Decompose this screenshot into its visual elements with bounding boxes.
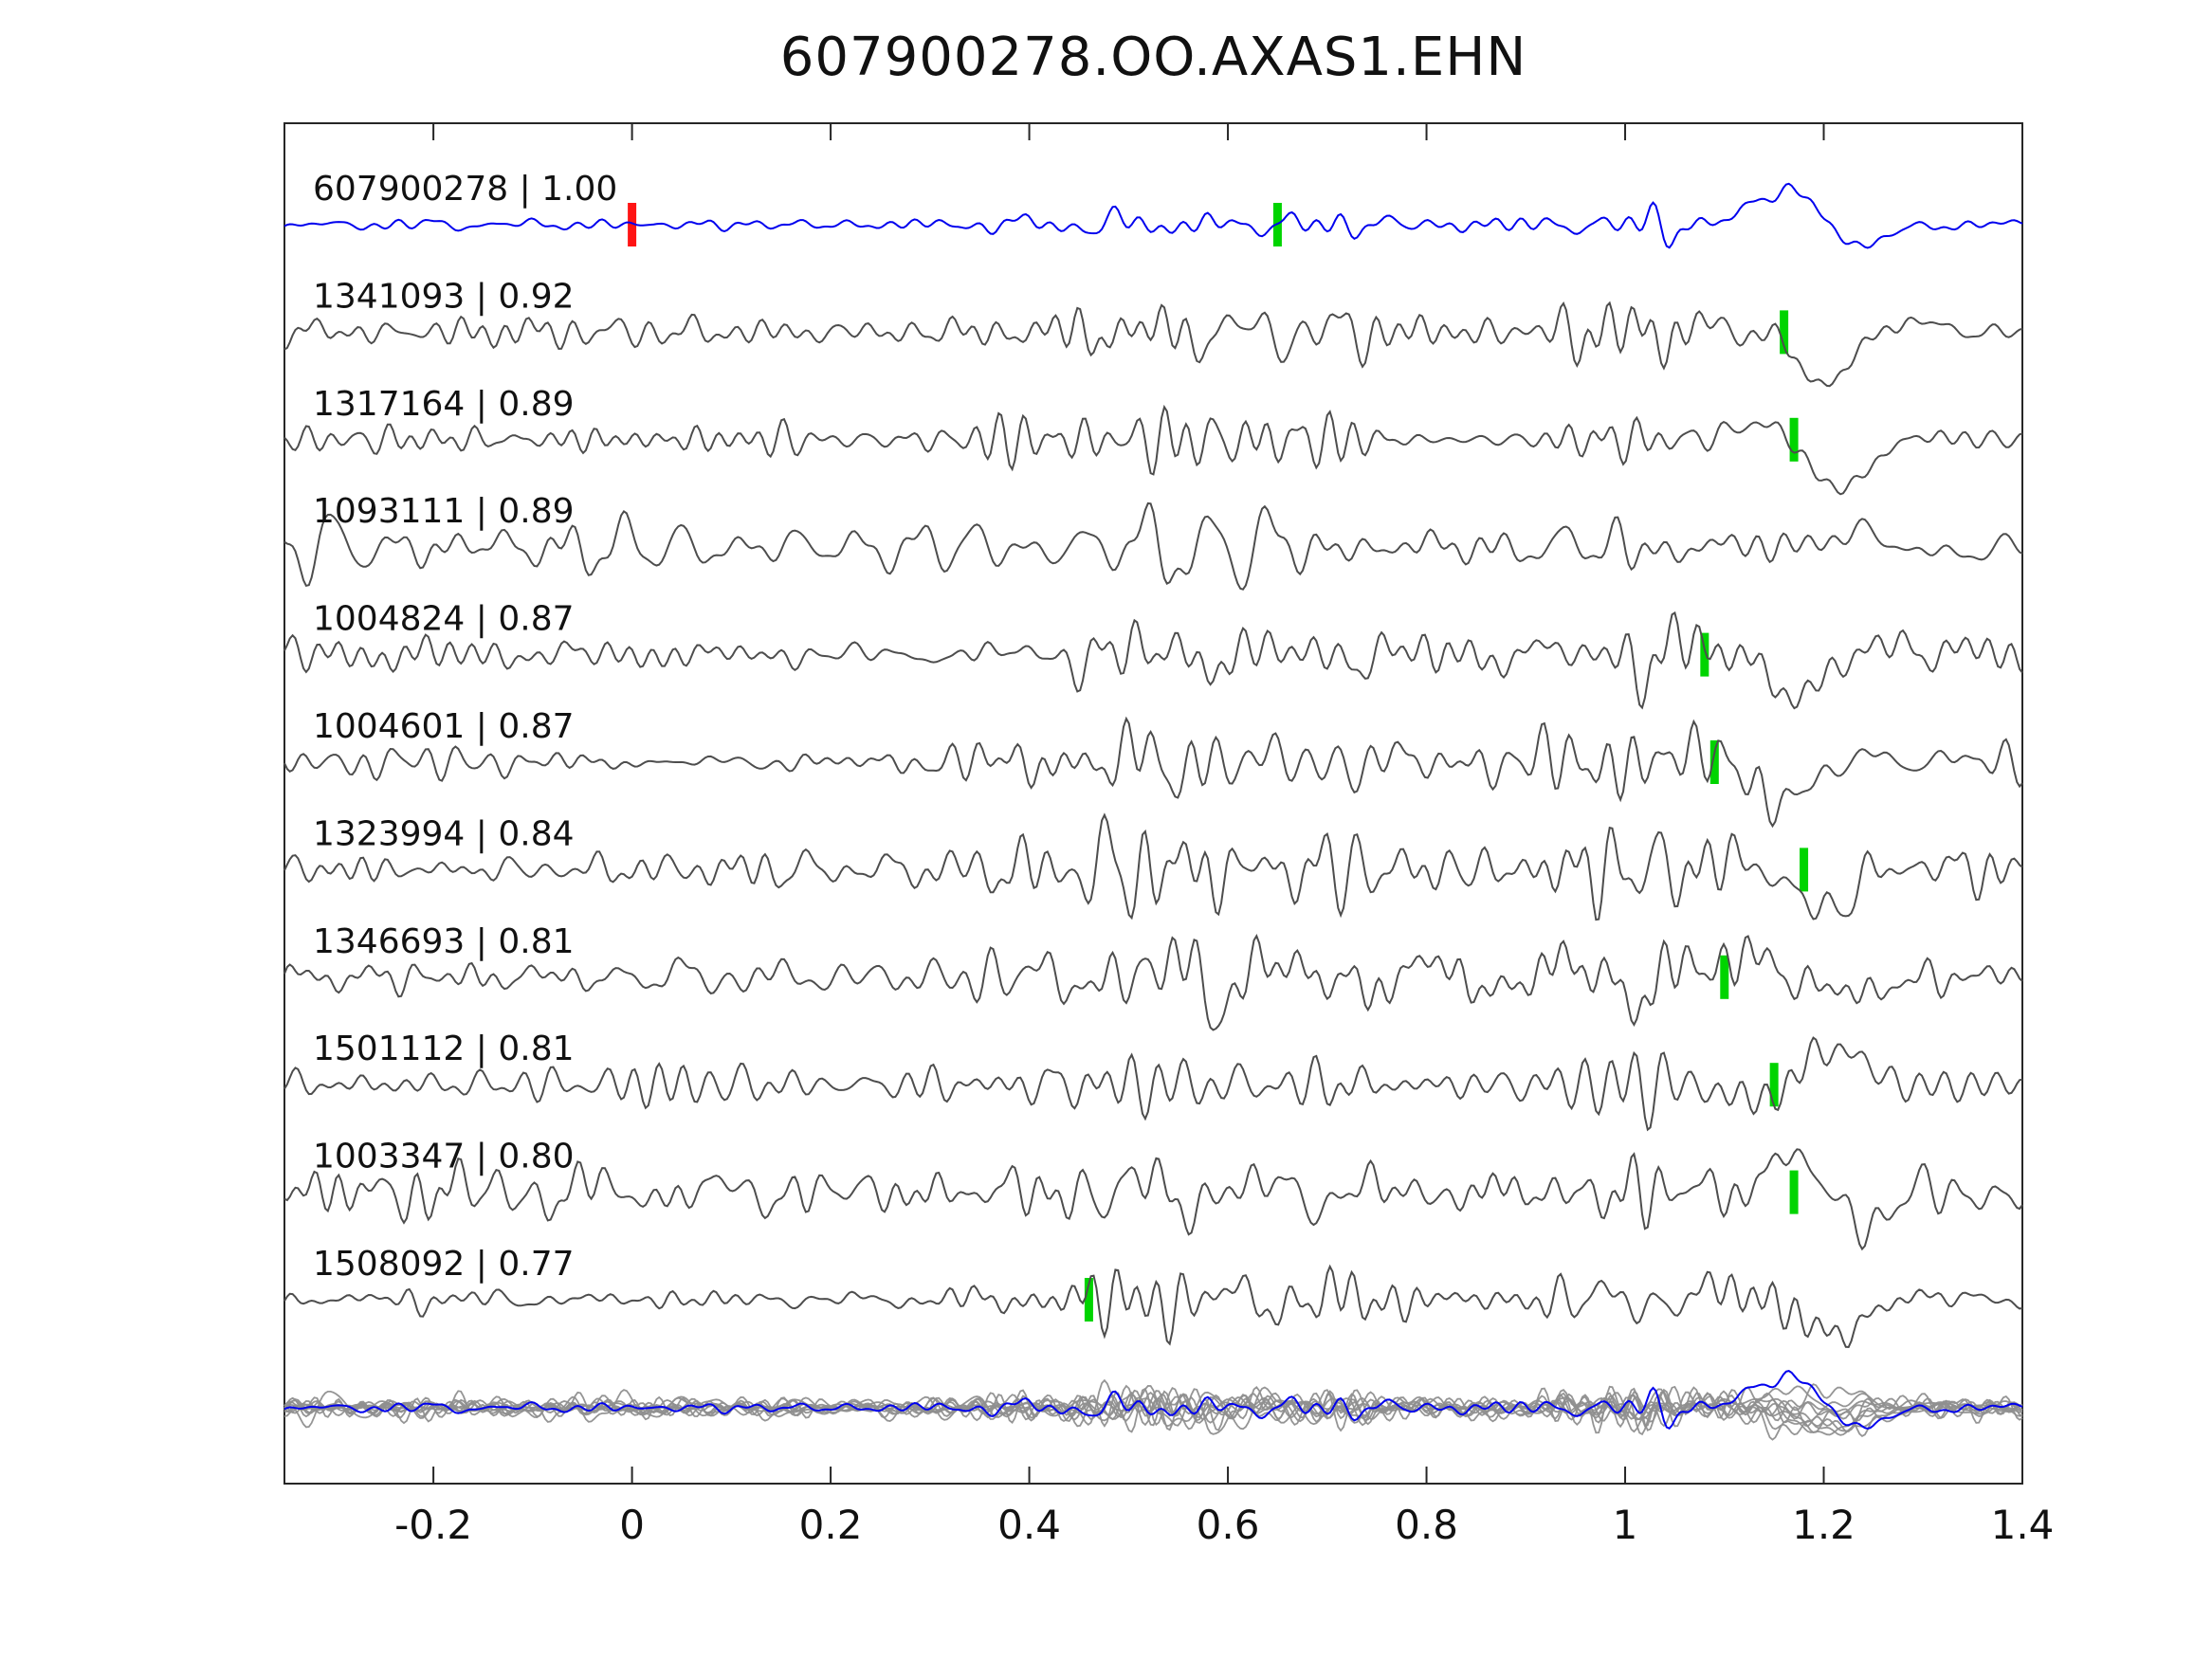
x-tick-label: 0 <box>619 1502 645 1548</box>
x-tick-label: -0.2 <box>394 1502 472 1548</box>
trace-label: 1317164 | 0.89 <box>313 385 575 424</box>
trace-label: 1093111 | 0.89 <box>313 492 575 531</box>
traces-group <box>283 182 2023 1441</box>
trace-label: 1341093 | 0.92 <box>313 277 575 316</box>
trace-labels-group: 607900278 | 1.00 1341093 | 0.92 1317164 | … <box>313 170 617 1284</box>
plot-border <box>283 122 2023 1485</box>
trace-label: 1004601 | 0.87 <box>313 707 575 746</box>
figure-title: 607900278.OO.AXAS1.EHN <box>779 27 1527 88</box>
origin-marker <box>628 203 637 246</box>
pick-marker <box>1084 1278 1093 1322</box>
trace-label: 607900278 | 1.00 <box>313 170 617 209</box>
x-tick-label: 0.4 <box>997 1502 1061 1548</box>
trace-label: 1501112 | 0.81 <box>313 1030 575 1068</box>
pick-marker <box>1720 955 1729 999</box>
trace-waveform <box>283 404 2023 496</box>
x-tick-label: 0.2 <box>799 1502 863 1548</box>
pick-marker <box>1769 1063 1779 1107</box>
trace-waveform <box>283 182 2023 249</box>
trace-label: 1508092 | 0.77 <box>313 1245 575 1284</box>
x-tick-label: 1.2 <box>1792 1502 1856 1548</box>
trace-waveform <box>283 1148 2023 1251</box>
pick-marker <box>1800 848 1809 892</box>
trace-waveform <box>283 1264 2023 1349</box>
trace-waveform <box>283 1036 2023 1132</box>
overlay-waveform <box>283 1385 2023 1436</box>
overlay-waveform <box>283 1385 2023 1437</box>
trace-waveform <box>283 501 2023 591</box>
trace-label: 1003347 | 0.80 <box>313 1138 575 1176</box>
pick-marker <box>1700 632 1709 677</box>
pick-marker <box>1789 1170 1799 1214</box>
trace-waveform <box>283 301 2023 388</box>
trace-waveform <box>283 934 2023 1031</box>
x-tick-label: 1.4 <box>1991 1502 2055 1548</box>
x-axis-ticks: -0.2 0 0.2 0.4 0.6 0.8 1 1.2 1.4 <box>394 123 2054 1548</box>
trace-label: 1004824 | 0.87 <box>313 600 575 639</box>
pick-marker <box>1780 310 1789 355</box>
trace-waveform <box>283 611 2023 710</box>
x-tick-label: 1 <box>1613 1502 1638 1548</box>
pick-marker <box>1709 740 1719 784</box>
trace-waveform <box>283 812 2023 921</box>
pick-marker <box>1789 417 1799 462</box>
x-tick-label: 0.6 <box>1197 1502 1260 1548</box>
x-tick-label: 0.8 <box>1395 1502 1458 1548</box>
overlay-reference-waveform <box>283 1370 2023 1431</box>
trace-label: 1346693 | 0.81 <box>313 922 575 961</box>
trace-waveform <box>283 716 2023 829</box>
trace-label: 1323994 | 0.84 <box>313 814 575 853</box>
